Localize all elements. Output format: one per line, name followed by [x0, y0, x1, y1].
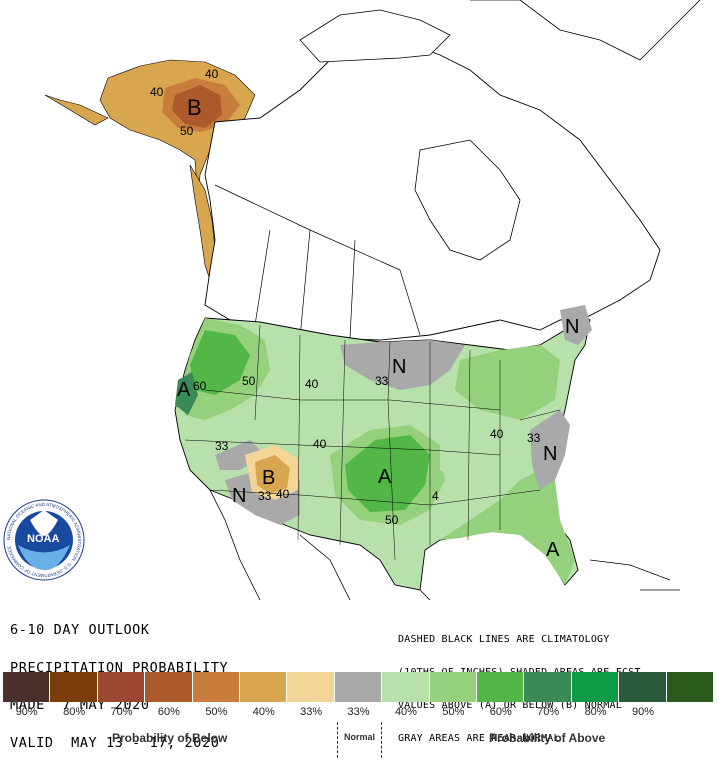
legend-swatch — [97, 672, 146, 702]
caribbean-islands — [589, 559, 680, 591]
north-plains-n-label: N — [392, 356, 406, 378]
legend-swatch — [240, 672, 288, 702]
plains-above-60-area — [345, 435, 430, 512]
note-line-1: DASHED BLACK LINES ARE CLIMATOLOGY — [398, 634, 610, 645]
legend-label: 40% — [394, 706, 417, 718]
sw-40-label-a: 40 — [276, 487, 290, 501]
title-line-1: 6-10 DAY OUTLOOK — [10, 622, 150, 638]
note-line-4: GRAY AREAS ARE NEAR-NORMAL — [398, 733, 560, 744]
north-plains-normal-area — [340, 340, 465, 390]
plains-50-label: 50 — [385, 513, 399, 527]
legend-label: 90% — [631, 706, 654, 718]
mexico-coast — [209, 489, 431, 600]
legend-label: 40% — [252, 706, 275, 718]
legend-label: 80% — [63, 706, 86, 718]
alaska-peninsula — [44, 94, 109, 126]
legend-swatch — [287, 672, 335, 702]
title-line-2: PRECIPITATION PROBABILITY — [10, 659, 229, 676]
legend-label: 50% — [442, 706, 465, 718]
hudson-bay — [414, 139, 521, 261]
alaska-50-label: 50 — [180, 124, 194, 138]
canada-islands — [299, 9, 451, 63]
precipitation-outlook-map: B 40 40 50 A 60 50 40 N 33 B N 33 33 40 … — [3, 0, 701, 600]
fl-a-label: A — [546, 539, 560, 561]
below-caption: Probability of Below — [112, 731, 228, 745]
legend-label: 50% — [205, 706, 228, 718]
legend-swatch — [477, 672, 525, 702]
state-lines — [184, 324, 561, 561]
plains-4-label: 4 — [432, 489, 439, 503]
north-plains-33-label: 33 — [375, 374, 389, 388]
ne-normal-area — [560, 305, 592, 345]
probability-legend-labels: 90% 80% 70% 60% 50% 40% 33% 33% 40% 50% 60% 70% 80% 9… — [3, 706, 714, 718]
legend-label: 70% — [537, 706, 560, 718]
sw-40-label-b: 40 — [313, 437, 327, 451]
legend-swatch — [192, 672, 241, 702]
legend-label: 90% — [15, 706, 38, 718]
legend-swatch — [3, 672, 51, 702]
above-caption: Probability of Above — [489, 731, 606, 745]
legend-swatch — [145, 672, 193, 702]
west-50-label: 50 — [242, 374, 256, 388]
legend-label: 60% — [489, 706, 512, 718]
sw-33-label-a: 33 — [215, 439, 229, 453]
alaska-below-60-area — [172, 85, 222, 128]
se-normal-area — [530, 410, 570, 490]
legend-swatch — [619, 672, 667, 702]
legend-label — [667, 706, 714, 718]
alaska-b-label: B — [187, 95, 202, 120]
southeast-above-50-area — [440, 470, 575, 585]
sw-below-40-area — [255, 455, 290, 494]
sw-n-label: N — [232, 485, 246, 507]
sw-b-label: B — [262, 467, 275, 489]
noaa-logo-text: NOAA — [27, 533, 59, 545]
legend-label: 80% — [584, 706, 607, 718]
legend-swatch — [666, 672, 715, 702]
probability-legend-bar — [3, 672, 715, 702]
legend-swatch — [524, 672, 572, 702]
noaa-logo: NOAA NATIONAL OCEANIC AND ATMOSPHERIC AD… — [3, 499, 85, 581]
plains-a-label: A — [378, 466, 392, 488]
legend-label: 60% — [157, 706, 180, 718]
note-line-3: VALUES ABOVE (A) OR BELOW (B) NORMAL — [398, 700, 622, 711]
se-33-label: 33 — [527, 431, 541, 445]
legend-label: 33% — [300, 706, 323, 718]
normal-divider-right — [381, 722, 382, 758]
alaska-40-label-b: 40 — [205, 67, 219, 81]
ne-40-label: 40 — [490, 427, 504, 441]
west-60-label: 60 — [193, 379, 207, 393]
west-above-70-area — [175, 372, 198, 415]
legend-swatch — [334, 672, 383, 702]
province-lines — [214, 184, 421, 339]
west-a-label: A — [177, 379, 191, 401]
ne-n-label: N — [565, 316, 579, 338]
west-40-label: 40 — [305, 377, 319, 391]
legend-label: 33% — [347, 706, 370, 718]
greenland-coast — [470, 0, 701, 61]
legend-label: 70% — [110, 706, 133, 718]
northeast-above-50-area — [455, 345, 560, 420]
alaska-40-label-a: 40 — [150, 85, 164, 99]
title-line-4: VALID MAY 13 - 17, 2020 — [10, 734, 220, 751]
legend-swatch — [429, 672, 478, 702]
west-above-60-area — [190, 330, 250, 395]
normal-caption: Normal — [344, 732, 376, 742]
normal-divider-left — [337, 722, 338, 758]
legend-swatch — [571, 672, 620, 702]
legend-swatch — [50, 672, 98, 702]
se-n-label: N — [543, 443, 557, 465]
sw-33-label-b: 33 — [258, 489, 272, 503]
legend-swatch — [382, 672, 430, 702]
